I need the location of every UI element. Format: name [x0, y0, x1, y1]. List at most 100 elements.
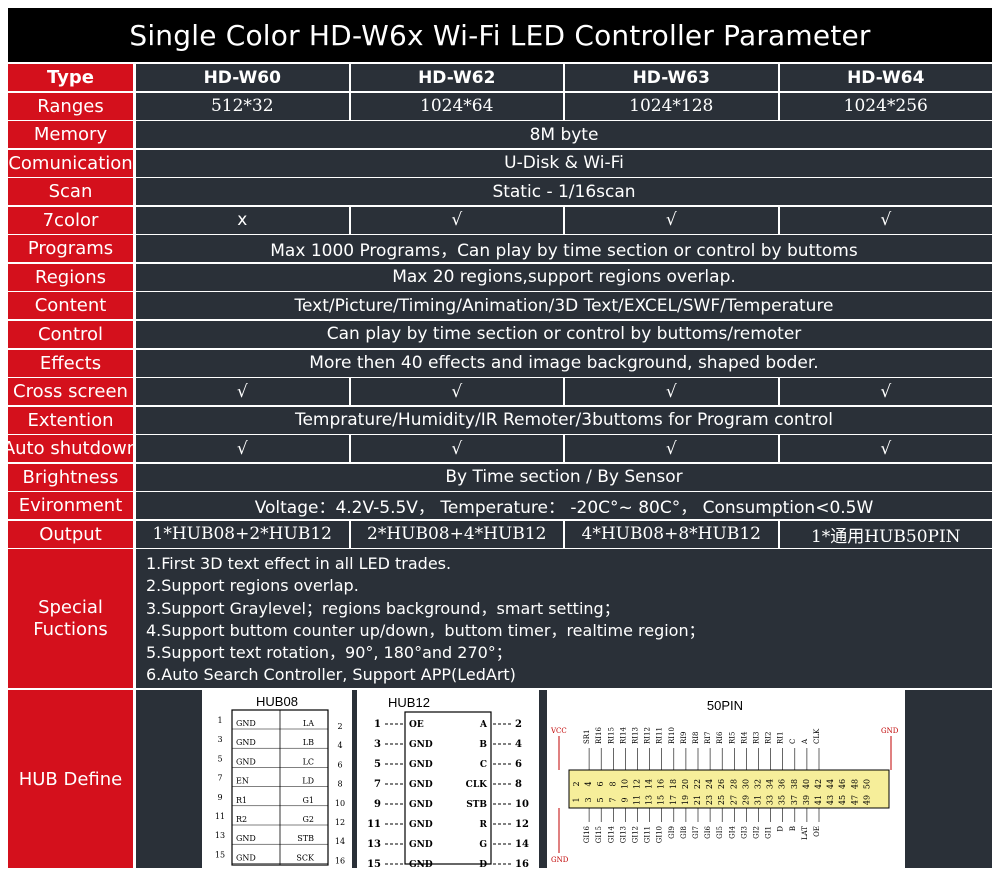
special-function-item: 5.Support text rotation，90°, 180°and 270…: [146, 643, 512, 663]
hub50-bottom-signal: LAT: [801, 826, 809, 840]
hub50-top-signal: SR1: [583, 729, 591, 744]
hub50-bottom-signal: B: [789, 826, 797, 831]
hub50-pin-number: 6: [596, 781, 605, 786]
hub50-pin-number: 18: [669, 779, 678, 789]
hub50-bottom-signal: GI2: [753, 826, 761, 839]
hub12-pin-number: 8: [515, 779, 522, 790]
parameter-row: Effects More then 40 effects and image ba…: [8, 349, 992, 377]
parameter-row: Extention Temprature/Humidity/IR Remoter/…: [8, 406, 992, 434]
hub12-pin-number: 16: [515, 859, 529, 868]
span-value-cell: Max 1000 Programs，Can play by time secti…: [270, 241, 858, 262]
hub08-signal: LC: [303, 757, 314, 766]
hub50-pin-number: 7: [608, 797, 617, 802]
parameter-row: Memory 8M byte: [8, 121, 992, 149]
hub08-pin-number: 8: [337, 780, 342, 789]
span-value-cell: U-Disk & Wi-Fi: [504, 153, 624, 174]
parameter-row: Brightness By Time section / By Sensor: [8, 463, 992, 491]
hub08-signal: GND: [236, 853, 256, 862]
parameter-row: Content Text/Picture/Timing/Animation/3D …: [8, 292, 992, 320]
hub50-pin-number: 24: [705, 779, 714, 789]
hub50-bottom-signal: GI11: [644, 826, 652, 843]
hub08-signal: G1: [303, 796, 314, 805]
hub50-bottom-signal: GI15: [595, 826, 603, 843]
hub50-top-signal: C: [789, 739, 797, 744]
hub50-bottom-signal: GI3: [740, 826, 748, 839]
hub08-pin-number: 4: [337, 741, 342, 750]
hub12-connector-box: [404, 711, 492, 865]
hub08-pin-number: 16: [335, 856, 345, 865]
hub50-pin-number: 40: [802, 779, 811, 789]
hub50-pin-number: 42: [814, 779, 823, 789]
parameter-row: Evironment Voltage：4.2V-5.5V， Temperature…: [8, 492, 992, 520]
hub50-pin-number: 11: [633, 795, 642, 805]
hub50-pin-number: 16: [657, 779, 666, 789]
value-cell: √: [351, 206, 565, 234]
hub50-pin-number: 39: [802, 795, 811, 805]
hub50-pin-number: 12: [633, 779, 642, 789]
hub50-gnd-top-label: GND: [881, 727, 899, 735]
hub50-pin-number: 1: [572, 797, 581, 802]
model-header-cell: HD-W62: [351, 64, 565, 91]
hub08-pin-number: 3: [217, 735, 222, 744]
hub50-bottom-signal: GI7: [692, 826, 700, 839]
hub50-pin-number: 49: [862, 795, 871, 805]
hub12-signal: GND: [409, 780, 433, 790]
special-function-item: 6.Auto Search Controller, Support APP(Le…: [146, 665, 516, 685]
hub50-pin-number: 45: [838, 795, 847, 805]
hub12-signal: STB: [466, 800, 487, 810]
hub12-pinout: HUB12 1 OE A 2 3 GND B 4 5 GND C 6 7 GND CLK 8 9 GND STB 10 1…: [357, 690, 539, 870]
hub12-signal: C: [480, 760, 487, 770]
hub08-pin-number: 9: [217, 793, 222, 802]
hub50-pin-number: 4: [584, 781, 593, 786]
hub50-pin-number: 43: [826, 795, 835, 805]
hub50-top-signal: RI15: [607, 727, 615, 744]
hub50-top-signal: RI2: [765, 732, 773, 745]
value-cell: √: [880, 438, 892, 459]
hub12-pin-number: 6: [515, 759, 522, 770]
row-label: Output: [8, 520, 133, 548]
hub50-pin-number: 23: [705, 795, 714, 805]
hub50-pin-number: 32: [754, 779, 763, 789]
hub12-pin-number: 4: [515, 739, 522, 750]
row-label: Content: [8, 292, 133, 320]
hub50-pin-number: 28: [729, 779, 738, 789]
parameter-row: Regions Max 20 regions,support regions ov…: [8, 263, 992, 291]
hub50-vcc-label: VCC: [550, 727, 567, 735]
row-label: Extention: [8, 406, 133, 434]
value-cell: 1024*64: [351, 92, 565, 120]
hub50-bottom-signal: GI6: [704, 825, 712, 838]
value-cell: 1*通用HUB50PIN: [810, 526, 961, 547]
hub12-signal: OE: [409, 720, 424, 730]
hub08-signal: GND: [236, 757, 256, 766]
hub12-signal: GND: [409, 800, 433, 810]
hub08-pin-number: 15: [215, 850, 225, 859]
hub50-top-signal: RI6: [716, 731, 724, 744]
hub50-top-signal: RI10: [668, 727, 676, 744]
hub08-pin-number: 11: [215, 812, 225, 821]
hub50-pin-number: 8: [608, 781, 617, 786]
hub50-top-signal: RI16: [595, 727, 603, 744]
value-cell: 1024*256: [843, 96, 928, 116]
value-cell: 4*HUB08+8*HUB12: [565, 520, 780, 548]
value-cell: √: [565, 435, 780, 463]
span-value-cell: Max 20 regions,support regions overlap.: [392, 267, 736, 288]
hub08-pin-number: 1: [217, 716, 222, 725]
hub50-top-signal: RI1: [777, 732, 785, 745]
span-value-cell: Static - 1/16scan: [492, 181, 636, 202]
hub12-pin-number: 1: [374, 719, 381, 730]
hub08-pinout: HUB08 1 GND LA 2 3 GND LB 4 5 GND LC 6 7 EN LD 8 9 R1 G1 10 1…: [202, 690, 352, 868]
span-value-cell: Temprature/Humidity/IR Remoter/3buttoms …: [294, 410, 834, 431]
value-cell: √: [351, 435, 565, 463]
value-cell: √: [565, 378, 780, 406]
value-cell: √: [351, 378, 565, 406]
hub50-pin-number: 47: [850, 795, 859, 805]
hub50-pin-number: 20: [681, 779, 690, 789]
hub08-pin-number: 14: [335, 837, 345, 846]
hub50-title: 50PIN: [707, 698, 743, 713]
hub12-signal: GND: [409, 820, 433, 830]
hub50-pin-number: 33: [766, 795, 775, 805]
row-label: Evironment: [8, 492, 133, 520]
row-label: Effects: [8, 349, 133, 377]
row-label: Comunication: [8, 149, 133, 177]
